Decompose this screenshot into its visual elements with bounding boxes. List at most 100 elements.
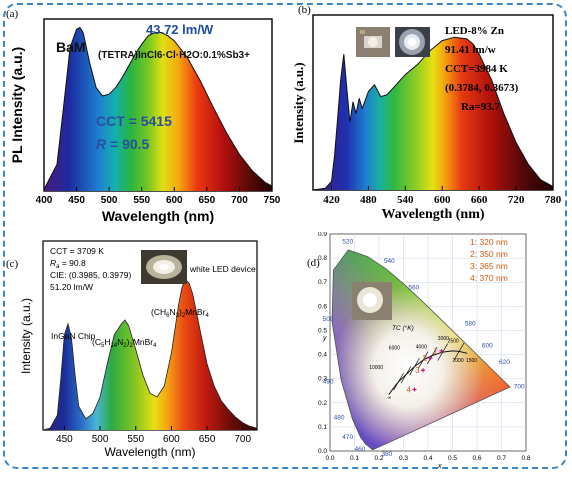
y-tick-label: 0.2	[318, 400, 327, 407]
panel-label-a: (a)	[6, 8, 19, 20]
x-tick-label: 0.5	[448, 455, 457, 462]
x-tick-label: 0.2	[374, 455, 383, 462]
x-tick-label: 600	[163, 434, 180, 445]
xlabel-a: Wavelength (nm)	[102, 208, 214, 224]
panel-a: 400 450 500 550 600 650 700 750 (a) BaM 43.72 l…	[0, 0, 290, 232]
cct-value-label: 4000	[416, 345, 427, 351]
wavelength-label: 560	[408, 284, 419, 291]
cct-value-label: 2000	[453, 358, 464, 364]
wavelength-label: 470	[342, 434, 353, 441]
dashed-frame	[3, 3, 567, 469]
cct-c: CCT = 3709 K	[50, 246, 104, 256]
cie-point-label: 2	[422, 354, 427, 363]
x-tick-label: 400	[36, 195, 53, 206]
led-photo-off	[356, 27, 390, 57]
spectrum-fill-c	[43, 279, 257, 430]
cie-point-label: 3	[415, 366, 420, 375]
iso-line	[393, 372, 404, 391]
led-photo-on	[395, 27, 430, 57]
panel-label-d: (d)	[307, 257, 320, 269]
device-label-c: white LED device	[189, 264, 256, 274]
efficacy-b: 91.41 lm/w	[445, 44, 496, 56]
iso-line	[417, 351, 429, 369]
x-tick-label: 0.6	[472, 455, 481, 462]
x-tick-label: 480	[360, 194, 377, 206]
x-tick-label: 0.8	[521, 455, 530, 462]
ra-b: Ra=93.7	[461, 101, 500, 113]
y-tick-label: 0.8	[318, 255, 327, 262]
x-tick-label: 0.0	[325, 455, 334, 462]
wavelength-label: 490	[323, 378, 334, 385]
x-tick-label: 500	[92, 434, 109, 445]
isotemperature-lines	[393, 342, 465, 391]
spectrum-fill-b	[313, 37, 553, 191]
wavelength-label: 480	[334, 415, 345, 422]
iso-line	[400, 366, 412, 384]
ylabel-b: Intensity (a.u.)	[291, 62, 306, 143]
compound-label: (TETRA)InCl6·Cl·H2O:0.1%Sb3+	[98, 50, 250, 61]
cie-point-marker	[439, 348, 444, 353]
x-tick-label: 450	[68, 195, 85, 206]
xlabel-c: Wavelength (nm)	[105, 445, 196, 459]
cct-value-label: 1500	[466, 358, 477, 364]
wavelength-label: 540	[384, 258, 395, 265]
iso-line	[426, 346, 438, 365]
cct-value-label: 10000	[369, 365, 383, 371]
x-tick-label: 0.4	[423, 455, 432, 462]
iso-line	[453, 342, 465, 361]
r-value-a: R = 90.5	[96, 136, 150, 152]
legend-3: 3: 365 nm	[470, 261, 508, 271]
x-tick-label: 750	[264, 195, 281, 206]
y-tick-label: 0.3	[318, 376, 327, 383]
y-tick-label: 0.4	[318, 352, 327, 359]
panel-label-b: (b)	[298, 4, 311, 16]
cie-point-label: 1	[433, 347, 438, 356]
spectrum-line-c	[42, 279, 258, 431]
cct-value-label: 3000	[438, 336, 449, 342]
x-tick-label: 450	[56, 434, 73, 445]
x-tick-label: 600	[166, 195, 183, 206]
x-tick-label: 650	[199, 434, 216, 445]
x-tick-label: 700	[231, 195, 248, 206]
spectrum-line-b	[312, 36, 554, 191]
x-tick-label: 650	[199, 195, 216, 206]
ticks-d: 0.0 0.1 0.2 0.3 0.4 0.5 0.6 0.7 0.8 0.0 0.1 0.2 0.3 0…	[318, 231, 531, 462]
wavelength-label: 600	[482, 342, 493, 349]
wavelength-label: 580	[465, 321, 476, 328]
panel-label-c: (c)	[6, 258, 19, 270]
x-tick-label: 700	[234, 434, 251, 445]
wavelength-label: 620	[499, 359, 510, 366]
cct-a: CCT = 5415	[96, 113, 172, 129]
cie-points: 123 4	[407, 347, 444, 395]
y-tick-label: 0.0	[318, 448, 327, 455]
chip-label: InGaN Chip	[51, 331, 96, 341]
cct-value-label: ∞	[388, 395, 392, 401]
x-tick-label: 0.1	[350, 455, 359, 462]
cie-point-marker	[421, 368, 426, 373]
x-tick-label: 550	[127, 434, 144, 445]
wavelength-label: 700	[514, 383, 525, 390]
cie-point-marker	[428, 356, 433, 361]
spectrum-line-a	[43, 26, 273, 190]
panel-c: 450 500 550 600 650 700 (c) CCT = 3709 K Ra =…	[0, 232, 290, 473]
x-tick-label: 720	[508, 194, 525, 206]
wavelength-label: 380	[381, 451, 392, 458]
panel-c-svg: 450 500 550 600 650 700 (c) CCT = 3709 K Ra =…	[6, 240, 258, 459]
tc-label: TC (°K)	[392, 324, 414, 332]
cct-b: CCT=3984 K	[445, 63, 508, 75]
wavelength-label: 460	[355, 446, 366, 453]
led-photo-d	[352, 282, 392, 320]
ylabel-a: PL Intensity (a.u.)	[9, 47, 25, 163]
x-tick-label: 420	[323, 194, 340, 206]
cct-value-label: 2500	[448, 339, 459, 345]
y-tick-label: 0.7	[318, 279, 327, 286]
x-ticks-b: 420 480 540 600 660 720 780	[323, 186, 562, 206]
legend-4: 4: 370 nm	[470, 273, 508, 283]
x-tick-label: 500	[101, 195, 118, 206]
cie-point-marker	[412, 387, 417, 392]
x-tick-label: 0.3	[399, 455, 408, 462]
white-led-photo	[141, 250, 187, 284]
cie-b: (0.3784, 0.3673)	[445, 82, 519, 94]
